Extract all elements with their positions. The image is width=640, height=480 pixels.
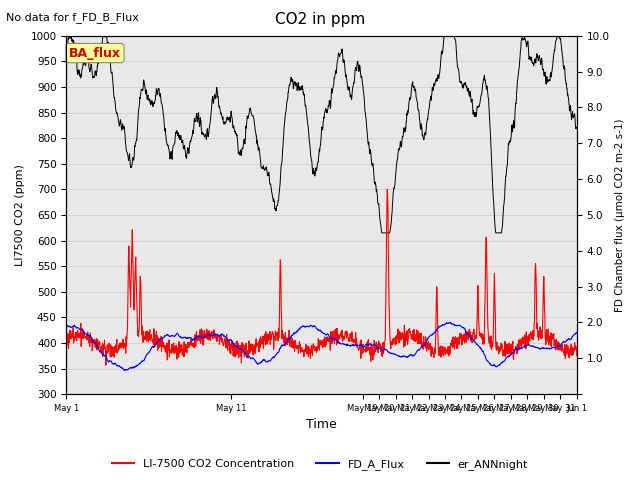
Y-axis label: LI7500 CO2 (ppm): LI7500 CO2 (ppm) (15, 164, 25, 266)
X-axis label: Time: Time (306, 419, 337, 432)
Text: No data for f_FD_B_Flux: No data for f_FD_B_Flux (6, 12, 140, 23)
Text: BA_flux: BA_flux (69, 47, 121, 60)
Text: CO2 in ppm: CO2 in ppm (275, 12, 365, 27)
Y-axis label: FD Chamber flux (µmol CO2 m-2 s-1): FD Chamber flux (µmol CO2 m-2 s-1) (615, 118, 625, 312)
Legend: LI-7500 CO2 Concentration, FD_A_Flux, er_ANNnight: LI-7500 CO2 Concentration, FD_A_Flux, er… (108, 455, 532, 474)
